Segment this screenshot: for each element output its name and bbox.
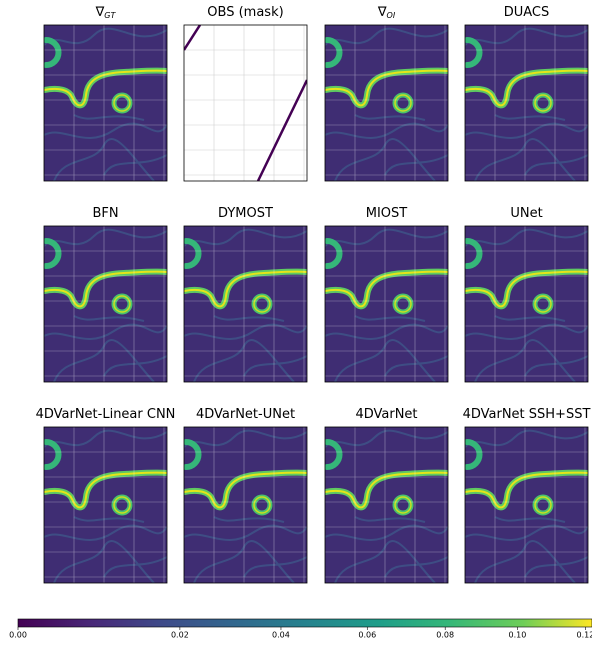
panel-title-text: ∇ xyxy=(377,5,387,20)
colorbar-tick-label: 0.10 xyxy=(509,631,527,640)
figure: ∇GTOBS (mask)∇OIDUACSBFNDYMOSTMIOSTUNet4… xyxy=(0,0,592,642)
panel-image xyxy=(184,427,307,583)
panel-title: OBS (mask) xyxy=(207,5,283,20)
panel-title-text: BFN xyxy=(92,206,118,221)
panel-image xyxy=(325,226,448,382)
panel-image xyxy=(44,226,167,382)
panel-image xyxy=(465,25,588,181)
panel-title: ∇GT xyxy=(95,5,117,20)
panel-title-text: 4DVarNet-Linear CNN xyxy=(36,407,176,422)
panel-title-text: MIOST xyxy=(366,206,408,221)
panel-image xyxy=(184,226,307,382)
panel-title: MIOST xyxy=(366,206,408,221)
panel-image xyxy=(44,427,167,583)
panel-title-text: UNet xyxy=(510,206,542,221)
colorbar-tick-label: 0.08 xyxy=(436,631,454,640)
colorbar-tick-label: 0.00 xyxy=(9,631,27,640)
panel-title: 4DVarNet xyxy=(355,407,417,422)
panel-image xyxy=(44,25,167,181)
panel-title-subscript: OI xyxy=(387,11,396,20)
panel-title: 4DVarNet SSH+SST xyxy=(463,407,591,422)
panel-title-text: OBS (mask) xyxy=(207,5,283,20)
panel-image xyxy=(465,226,588,382)
panel-title: DYMOST xyxy=(218,206,273,221)
panel-title: DUACS xyxy=(504,5,550,20)
panel-title-text: 4DVarNet SSH+SST xyxy=(463,407,591,422)
colorbar-tick-label: 0.04 xyxy=(272,631,290,640)
panel-title: BFN xyxy=(92,206,118,221)
panel-image xyxy=(465,427,588,583)
panel-title: 4DVarNet-UNet xyxy=(196,407,295,422)
panel-title: UNet xyxy=(510,206,542,221)
panel-image xyxy=(325,25,448,181)
colorbar-tick-label: 0.02 xyxy=(171,631,189,640)
colorbar xyxy=(18,619,592,627)
panel-title-text: DUACS xyxy=(504,5,550,20)
panel-title-text: 4DVarNet-UNet xyxy=(196,407,295,422)
panel-title-text: 4DVarNet xyxy=(355,407,417,422)
panel-title-text: DYMOST xyxy=(218,206,273,221)
panel-title-subscript: GT xyxy=(104,11,116,20)
panel-title-text: ∇ xyxy=(95,5,105,20)
panel-image xyxy=(184,25,307,181)
panel-title: ∇OI xyxy=(377,5,396,20)
colorbar-tick-label: 0.12 xyxy=(576,631,592,640)
panel-image xyxy=(325,427,448,583)
panel-title: 4DVarNet-Linear CNN xyxy=(36,407,176,422)
colorbar-tick-label: 0.06 xyxy=(358,631,376,640)
